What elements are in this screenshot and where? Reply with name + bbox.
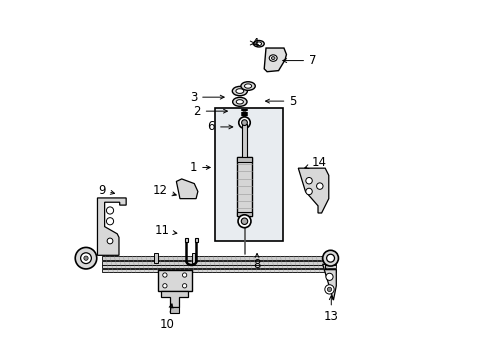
Text: 7: 7 (282, 54, 316, 67)
Bar (102, 269, 335, 272)
Text: 6: 6 (207, 121, 232, 134)
Text: 5: 5 (265, 95, 296, 108)
Circle shape (326, 254, 334, 262)
Ellipse shape (235, 89, 244, 93)
Bar (236, 212, 252, 216)
Circle shape (81, 253, 91, 264)
Circle shape (182, 284, 186, 288)
Ellipse shape (232, 86, 247, 96)
Polygon shape (97, 198, 126, 255)
Circle shape (238, 215, 250, 228)
Circle shape (326, 287, 331, 292)
Circle shape (163, 273, 167, 277)
Text: 13: 13 (323, 296, 338, 324)
Bar (236, 157, 252, 162)
Bar (236, 157, 252, 216)
Bar (158, 270, 191, 291)
Bar (215, 108, 282, 241)
Circle shape (322, 250, 338, 266)
Ellipse shape (244, 84, 251, 88)
Polygon shape (176, 179, 198, 199)
Text: 8: 8 (253, 253, 260, 271)
Circle shape (325, 273, 332, 280)
Circle shape (324, 285, 333, 294)
Circle shape (83, 256, 88, 260)
Circle shape (107, 238, 113, 244)
Bar (102, 261, 335, 265)
Bar (102, 265, 335, 269)
Polygon shape (264, 48, 286, 72)
Ellipse shape (253, 41, 264, 47)
Text: 3: 3 (189, 91, 224, 104)
Circle shape (106, 218, 113, 225)
Text: 14: 14 (304, 156, 326, 169)
Polygon shape (322, 264, 336, 300)
Bar (170, 307, 179, 313)
Circle shape (241, 218, 247, 225)
Polygon shape (298, 168, 328, 213)
Text: 2: 2 (193, 105, 227, 118)
Circle shape (182, 273, 186, 277)
Circle shape (305, 177, 312, 184)
Bar (242, 125, 246, 158)
Text: 1: 1 (189, 161, 210, 174)
Ellipse shape (269, 55, 277, 61)
Text: 9: 9 (98, 184, 114, 197)
Circle shape (241, 120, 247, 126)
Ellipse shape (271, 57, 274, 59)
Circle shape (238, 117, 250, 129)
Ellipse shape (241, 82, 255, 90)
Text: 4: 4 (250, 36, 258, 50)
Circle shape (305, 188, 312, 195)
Polygon shape (161, 291, 188, 307)
Bar (102, 256, 335, 260)
Circle shape (163, 284, 167, 288)
Circle shape (75, 247, 97, 269)
Text: 10: 10 (160, 304, 175, 331)
Bar (194, 238, 198, 242)
Ellipse shape (232, 97, 246, 106)
Ellipse shape (88, 253, 94, 263)
Circle shape (316, 183, 323, 189)
Bar (191, 253, 195, 263)
Ellipse shape (236, 100, 243, 104)
Bar (154, 253, 158, 263)
Circle shape (106, 207, 113, 214)
Bar (184, 238, 188, 242)
Ellipse shape (256, 42, 261, 45)
Text: 12: 12 (152, 184, 176, 197)
Text: 11: 11 (154, 224, 177, 238)
